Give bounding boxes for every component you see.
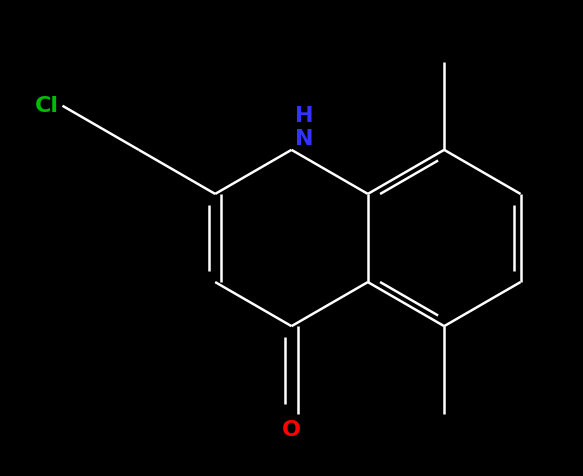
Text: N: N — [296, 129, 314, 149]
Text: H: H — [296, 106, 314, 126]
Text: Cl: Cl — [34, 96, 59, 116]
Text: O: O — [282, 420, 301, 440]
